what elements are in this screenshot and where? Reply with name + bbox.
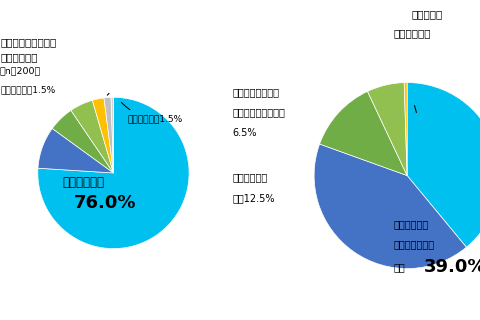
Wedge shape [314, 144, 467, 268]
Text: どちらでもな: どちらでもな [232, 172, 267, 182]
Text: 不安がある，: 不安がある， [62, 176, 104, 188]
Wedge shape [368, 83, 407, 176]
Wedge shape [38, 129, 113, 173]
Text: ありますか。: ありますか。 [0, 52, 37, 62]
Wedge shape [104, 97, 113, 173]
Wedge shape [71, 100, 113, 173]
Text: 新型コロナ: 新型コロナ [412, 10, 443, 20]
Text: 76.0%: 76.0% [74, 194, 137, 212]
Text: る，: る， [393, 262, 405, 272]
Text: どちらかとい: どちらかとい [393, 219, 429, 229]
Text: （n＝200）: （n＝200） [0, 66, 41, 75]
Wedge shape [407, 83, 480, 247]
Text: 支障は出ていない，: 支障は出ていない， [232, 107, 285, 117]
Text: 6.5%: 6.5% [232, 128, 257, 138]
Text: 39.0%: 39.0% [424, 258, 480, 276]
Wedge shape [52, 110, 113, 173]
Text: どちらかといえば: どちらかといえば [232, 87, 279, 97]
Text: 受験勉強に支: 受験勉強に支 [393, 28, 431, 38]
Text: 不安はない，1.5%: 不安はない，1.5% [0, 85, 55, 94]
Text: い，12.5%: い，12.5% [232, 193, 275, 203]
Wedge shape [404, 83, 407, 176]
Text: えば支障が出て: えば支障が出て [393, 239, 434, 249]
Wedge shape [92, 98, 113, 173]
Wedge shape [111, 97, 113, 173]
Text: コロナの影響による: コロナの影響による [0, 37, 56, 47]
Text: 不安はない，1.5%: 不安はない，1.5% [121, 102, 182, 123]
Wedge shape [38, 97, 189, 249]
Wedge shape [320, 92, 407, 176]
